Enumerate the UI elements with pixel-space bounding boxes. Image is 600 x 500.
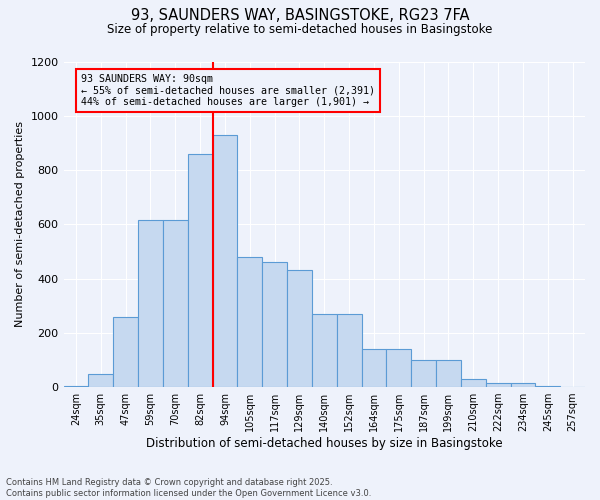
Text: 93, SAUNDERS WAY, BASINGSTOKE, RG23 7FA: 93, SAUNDERS WAY, BASINGSTOKE, RG23 7FA (131, 8, 469, 22)
Bar (312, 314, 337, 387)
X-axis label: Distribution of semi-detached houses by size in Basingstoke: Distribution of semi-detached houses by … (146, 437, 503, 450)
Bar (163, 220, 188, 387)
Bar (436, 360, 461, 387)
Bar (212, 135, 238, 387)
Bar (411, 360, 436, 387)
Bar (511, 383, 535, 387)
Bar (461, 379, 485, 387)
Bar (113, 316, 138, 387)
Bar (362, 349, 386, 387)
Bar (138, 220, 163, 387)
Bar (485, 383, 511, 387)
Bar (238, 257, 262, 387)
Text: Contains HM Land Registry data © Crown copyright and database right 2025.
Contai: Contains HM Land Registry data © Crown c… (6, 478, 371, 498)
Bar (64, 386, 88, 387)
Text: 93 SAUNDERS WAY: 90sqm
← 55% of semi-detached houses are smaller (2,391)
44% of : 93 SAUNDERS WAY: 90sqm ← 55% of semi-det… (81, 74, 375, 107)
Bar (262, 262, 287, 387)
Bar (535, 386, 560, 387)
Bar (560, 386, 585, 387)
Text: Size of property relative to semi-detached houses in Basingstoke: Size of property relative to semi-detach… (107, 22, 493, 36)
Bar (88, 374, 113, 387)
Bar (386, 349, 411, 387)
Bar (337, 314, 362, 387)
Y-axis label: Number of semi-detached properties: Number of semi-detached properties (15, 122, 25, 328)
Bar (287, 270, 312, 387)
Bar (188, 154, 212, 387)
